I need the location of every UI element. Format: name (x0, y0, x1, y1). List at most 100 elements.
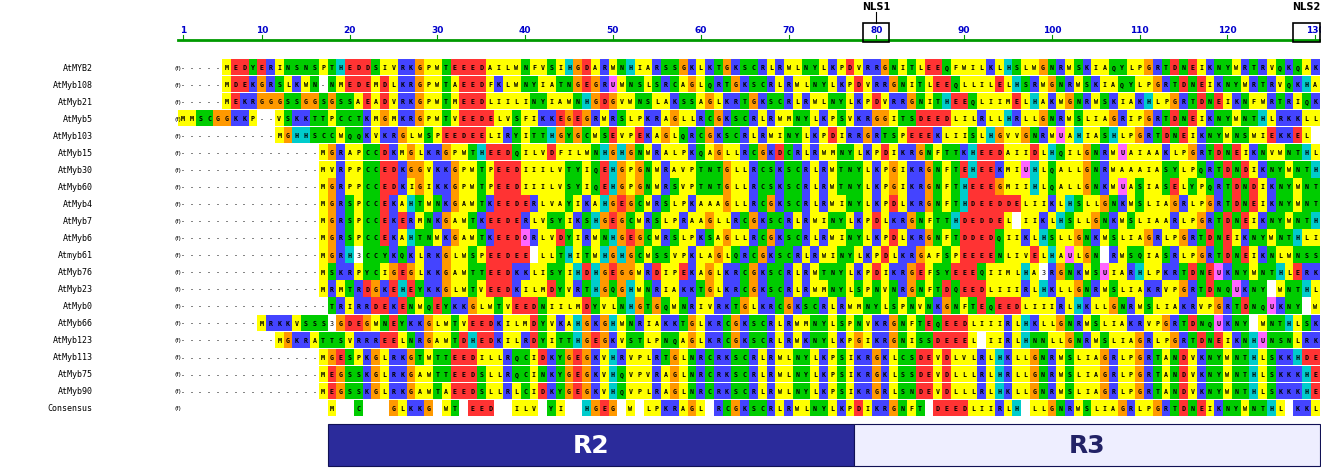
Text: V: V (962, 354, 966, 360)
Text: E: E (1296, 133, 1300, 139)
Bar (855, 298, 863, 314)
Text: N: N (1173, 371, 1177, 377)
Text: R: R (585, 235, 589, 241)
Bar (494, 247, 503, 263)
Text: K: K (1217, 405, 1221, 411)
Bar (345, 196, 354, 212)
Text: T: T (1260, 82, 1264, 88)
Text: H: H (629, 65, 633, 71)
Bar (872, 179, 881, 195)
Text: M: M (453, 99, 457, 105)
Text: R: R (699, 116, 703, 122)
Text: R: R (357, 286, 361, 292)
Bar (556, 247, 564, 263)
Text: G: G (602, 218, 606, 224)
Bar (1188, 298, 1197, 314)
Text: L: L (795, 99, 799, 105)
Text: L: L (884, 303, 888, 309)
Text: N: N (1260, 269, 1264, 275)
Text: S: S (804, 303, 808, 309)
Text: K: K (962, 150, 966, 156)
Text: D: D (962, 320, 966, 326)
Text: H: H (585, 99, 589, 105)
Text: A: A (708, 252, 712, 258)
Bar (530, 94, 538, 110)
Bar (520, 128, 530, 144)
Text: E: E (988, 252, 992, 258)
Bar (494, 349, 503, 365)
Text: K: K (1279, 388, 1283, 394)
Text: M: M (321, 252, 325, 258)
Bar (1091, 128, 1100, 144)
Bar (1135, 60, 1144, 76)
Bar (415, 315, 424, 331)
Text: K: K (365, 133, 369, 139)
Bar (635, 366, 643, 382)
Text: G: G (427, 405, 431, 411)
Bar (530, 60, 538, 76)
Text: G: G (875, 354, 878, 360)
Text: Y: Y (812, 65, 816, 71)
Text: A: A (1164, 201, 1168, 207)
Bar (494, 315, 503, 331)
Text: L: L (1269, 116, 1273, 122)
Bar (679, 281, 687, 297)
Text: -: - (277, 269, 281, 275)
Text: A: A (1111, 82, 1115, 88)
Bar (889, 162, 898, 178)
Bar (1188, 264, 1197, 280)
Bar (1057, 298, 1065, 314)
Bar (441, 94, 450, 110)
Bar (951, 315, 960, 331)
Text: E: E (347, 65, 351, 71)
Bar (609, 298, 617, 314)
Text: L: L (1094, 303, 1098, 309)
Bar (687, 128, 696, 144)
Text: K: K (1085, 303, 1089, 309)
Bar (1057, 196, 1065, 212)
Text: K: K (295, 116, 299, 122)
Bar (1232, 349, 1240, 365)
Bar (337, 349, 345, 365)
Bar (407, 77, 415, 93)
Text: Y: Y (839, 99, 843, 105)
Text: I: I (1085, 371, 1089, 377)
Text: R: R (1007, 320, 1011, 326)
Text: N: N (812, 405, 816, 411)
Text: P: P (1199, 184, 1203, 190)
Text: C: C (374, 269, 378, 275)
Bar (503, 298, 513, 314)
Bar (1057, 128, 1065, 144)
Text: W: W (1296, 201, 1300, 207)
Text: N: N (1032, 337, 1037, 343)
Text: E: E (1243, 252, 1247, 258)
Text: W: W (1269, 235, 1273, 241)
Bar (978, 60, 985, 76)
Text: R: R (909, 150, 913, 156)
Text: V: V (1015, 133, 1018, 139)
Text: -: - (242, 337, 246, 343)
Bar (573, 60, 583, 76)
Bar (1127, 60, 1135, 76)
Text: G: G (567, 116, 571, 122)
Text: G: G (338, 320, 342, 326)
Text: G: G (752, 286, 756, 292)
Bar (696, 77, 705, 93)
Bar (1108, 145, 1118, 161)
Text: H: H (1313, 218, 1317, 224)
Text: T: T (1190, 337, 1194, 343)
Text: L: L (778, 82, 782, 88)
Text: P: P (831, 388, 835, 394)
Bar (670, 128, 679, 144)
Bar (258, 94, 266, 110)
Bar (1048, 94, 1057, 110)
Bar (705, 213, 713, 229)
Bar (643, 281, 653, 297)
Text: Y: Y (1217, 371, 1221, 377)
Text: F: F (927, 218, 931, 224)
Text: R: R (655, 150, 659, 156)
Bar (925, 383, 934, 399)
Bar (732, 400, 740, 416)
Text: T: T (470, 286, 474, 292)
Text: -: - (251, 337, 255, 343)
